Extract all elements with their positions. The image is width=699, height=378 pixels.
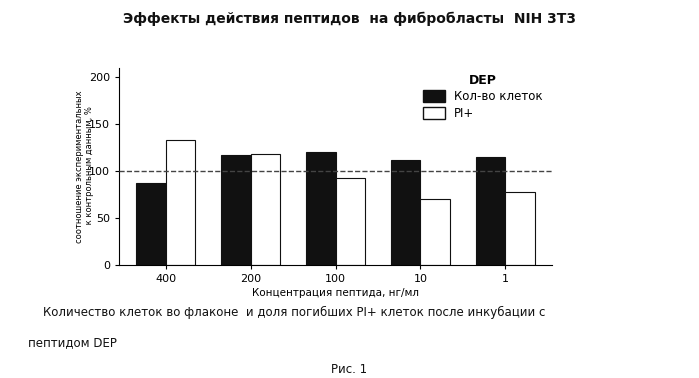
X-axis label: Концентрация пептида, нг/мл: Концентрация пептида, нг/мл — [252, 288, 419, 298]
Bar — [391, 160, 421, 265]
Bar — [166, 140, 195, 265]
Legend: Кол-во клеток, PI+: Кол-во клеток, PI+ — [420, 70, 547, 123]
Y-axis label: соотношение экспериментальных
 к контрольным данным, %: соотношение экспериментальных к контроль… — [75, 90, 94, 243]
Text: Количество клеток во флаконе  и доля погибших PI+ клеток после инкубации с: Количество клеток во флаконе и доля поги… — [28, 306, 545, 319]
Bar — [221, 155, 250, 265]
Text: Рис. 1: Рис. 1 — [331, 363, 368, 376]
Bar — [336, 178, 366, 265]
Text: пептидом DEP: пептидом DEP — [28, 336, 117, 349]
Bar — [421, 199, 450, 265]
Bar — [136, 183, 166, 265]
Bar — [476, 157, 505, 265]
Bar — [305, 152, 336, 265]
Bar — [505, 192, 535, 265]
Bar — [250, 154, 280, 265]
Text: Эффекты действия пептидов  на фибробласты  NIH 3T3: Эффекты действия пептидов на фибробласты… — [123, 11, 576, 26]
